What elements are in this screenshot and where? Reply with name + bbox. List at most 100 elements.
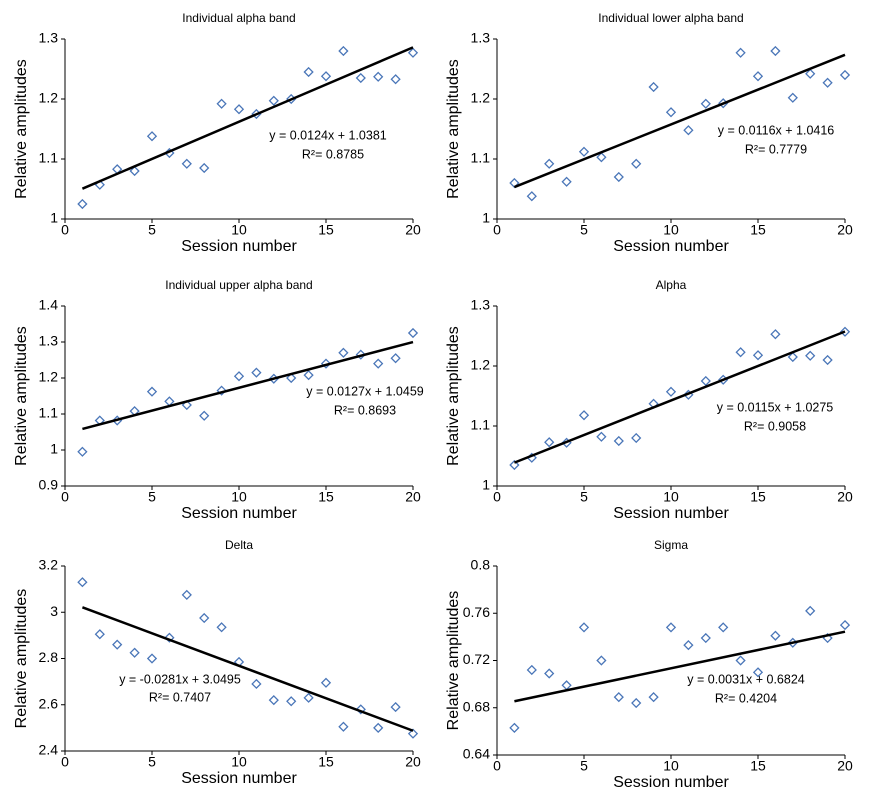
- data-point: [338, 721, 349, 732]
- x-tick-label: 5: [148, 754, 156, 770]
- trend-equation: y = 0.0031x + 0.6824: [687, 672, 805, 686]
- data-point: [648, 81, 659, 93]
- data-point: [752, 667, 764, 678]
- trend-line: [513, 330, 846, 464]
- data-point: [578, 622, 590, 633]
- data-point: [355, 704, 366, 715]
- y-tick-label: 1.3: [39, 30, 59, 46]
- data-point: [839, 326, 851, 337]
- data-point: [683, 640, 694, 651]
- data-point: [320, 71, 332, 82]
- data-point: [94, 629, 105, 640]
- data-point: [407, 327, 419, 339]
- data-point: [199, 410, 210, 421]
- data-point: [596, 431, 607, 442]
- data-point: [407, 728, 419, 739]
- trend-line: [82, 340, 414, 431]
- data-point: [787, 92, 798, 103]
- x-tick-label: 20: [405, 489, 421, 505]
- data-point: [303, 692, 314, 703]
- y-tick-label: 0.8: [471, 557, 491, 573]
- x-tick-label: 10: [663, 222, 679, 238]
- x-tick-label: 5: [148, 489, 156, 505]
- data-point: [181, 158, 192, 169]
- y-axis-title: Relative amplitudes: [13, 589, 30, 729]
- y-tick-label: 1: [50, 210, 58, 226]
- y-tick-label: 2.4: [39, 742, 59, 758]
- data-point: [752, 350, 764, 361]
- x-tick-label: 5: [148, 222, 156, 238]
- x-axis-title: Session number: [613, 238, 729, 255]
- data-point: [805, 605, 816, 617]
- data-point: [509, 177, 520, 189]
- y-tick-label: 1.1: [471, 417, 491, 433]
- data-point: [526, 191, 537, 202]
- y-tick-label: 1.3: [39, 333, 59, 349]
- chart-title: Alpha: [656, 278, 687, 292]
- data-point: [303, 66, 314, 78]
- data-point: [770, 630, 781, 641]
- chart-title: Delta: [225, 538, 253, 552]
- data-point: [544, 158, 555, 169]
- data-point: [839, 69, 851, 81]
- x-tick-label: 0: [493, 222, 501, 238]
- data-point: [631, 432, 642, 444]
- y-tick-label: 1.2: [39, 90, 59, 106]
- x-axis-title: Session number: [181, 770, 297, 787]
- chart-title: Individual lower alpha band: [598, 11, 743, 25]
- data-point: [216, 385, 227, 396]
- x-tick-label: 10: [663, 489, 679, 505]
- data-point: [631, 158, 642, 169]
- y-tick-label: 1.3: [471, 297, 491, 313]
- x-tick-label: 5: [580, 489, 588, 505]
- y-axis-title: Relative amplitudes: [13, 59, 30, 199]
- data-point: [509, 722, 520, 733]
- data-point: [286, 696, 297, 707]
- data-point: [355, 349, 366, 360]
- data-point: [839, 619, 851, 631]
- data-point: [665, 107, 677, 118]
- r-squared: R²= 0.8693: [334, 403, 396, 417]
- y-tick-label: 1.1: [471, 150, 491, 166]
- x-tick-label: 0: [493, 489, 501, 505]
- data-point: [578, 146, 590, 157]
- y-tick-label: 1: [482, 210, 490, 226]
- data-point: [752, 71, 764, 82]
- y-tick-label: 0.76: [463, 604, 490, 620]
- y-tick-label: 1.2: [39, 369, 59, 385]
- data-point: [509, 459, 520, 471]
- data-point: [77, 577, 88, 588]
- y-tick-label: 1.3: [471, 30, 491, 46]
- x-tick-label: 20: [837, 222, 853, 238]
- x-tick-label: 20: [405, 754, 421, 770]
- data-point: [216, 622, 227, 633]
- x-axis-title: Session number: [613, 505, 729, 522]
- data-point: [164, 632, 175, 643]
- x-tick-label: 15: [750, 222, 766, 238]
- r-squared: R²= 0.8785: [302, 147, 364, 161]
- data-point: [112, 639, 123, 650]
- x-axis-title: Session number: [181, 505, 297, 522]
- y-axis-title: Relative amplitudes: [445, 59, 462, 199]
- y-tick-label: 0.64: [463, 746, 490, 762]
- x-axis-title: Session number: [181, 238, 297, 255]
- chart-title: Individual alpha band: [182, 11, 295, 25]
- y-tick-label: 0.72: [463, 651, 490, 667]
- data-point: [648, 691, 659, 703]
- data-point: [805, 350, 816, 361]
- x-tick-label: 10: [231, 222, 247, 238]
- data-point: [735, 347, 746, 358]
- data-point: [390, 701, 401, 713]
- x-tick-label: 0: [61, 222, 69, 238]
- trend-equation: y = 0.0116x + 1.0416: [718, 123, 835, 137]
- data-point: [613, 171, 624, 183]
- data-point: [735, 655, 746, 666]
- y-tick-label: 0.9: [39, 477, 59, 493]
- r-squared: R²= 0.9058: [744, 419, 806, 433]
- data-point: [561, 176, 572, 187]
- trend-line: [81, 46, 414, 190]
- data-point: [77, 446, 88, 457]
- x-tick-label: 10: [663, 758, 679, 774]
- data-point: [700, 632, 711, 644]
